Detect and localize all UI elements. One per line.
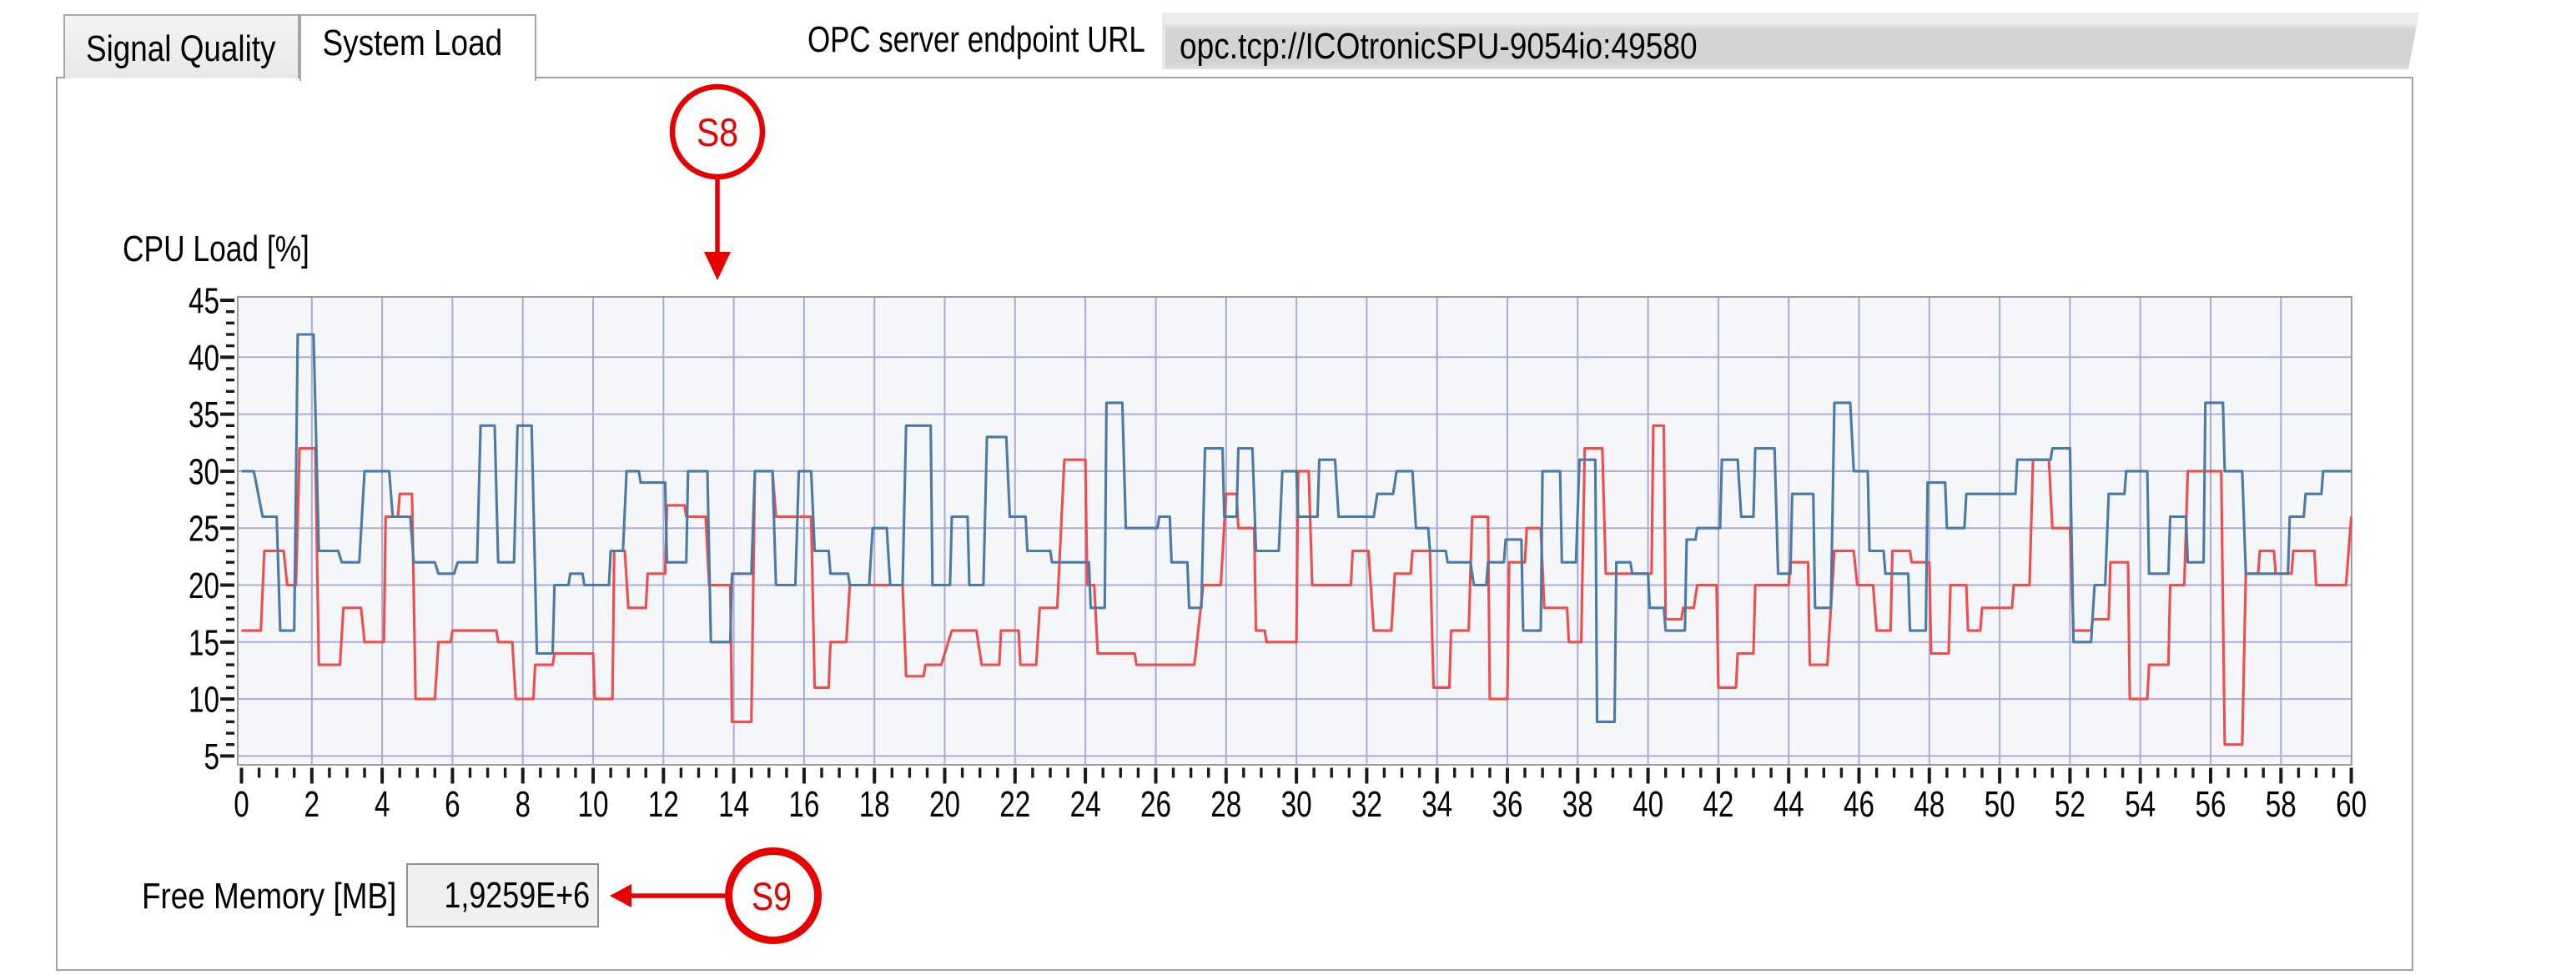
svg-text:30: 30 [189, 451, 219, 492]
svg-text:50: 50 [1985, 784, 2015, 825]
svg-text:44: 44 [1774, 784, 1804, 825]
svg-text:60: 60 [2336, 784, 2367, 825]
svg-text:12: 12 [648, 784, 679, 825]
svg-text:10: 10 [189, 680, 219, 721]
svg-text:52: 52 [2055, 784, 2085, 825]
svg-text:30: 30 [1281, 784, 1312, 825]
svg-text:15: 15 [189, 622, 219, 663]
svg-text:38: 38 [1562, 784, 1593, 825]
svg-text:58: 58 [2266, 784, 2297, 825]
svg-text:25: 25 [189, 509, 219, 550]
svg-text:42: 42 [1703, 784, 1733, 825]
svg-text:32: 32 [1351, 784, 1382, 825]
svg-text:5: 5 [204, 736, 220, 777]
svg-text:48: 48 [1914, 784, 1945, 825]
svg-text:35: 35 [189, 395, 219, 435]
svg-text:40: 40 [1633, 784, 1663, 825]
svg-text:8: 8 [515, 784, 531, 825]
svg-text:26: 26 [1140, 784, 1171, 825]
svg-text:S8: S8 [697, 110, 738, 154]
svg-text:0: 0 [234, 784, 249, 825]
svg-text:22: 22 [999, 784, 1030, 825]
svg-text:S9: S9 [752, 874, 792, 918]
svg-text:40: 40 [189, 338, 219, 379]
svg-text:6: 6 [445, 784, 460, 825]
svg-text:4: 4 [375, 784, 390, 825]
svg-text:46: 46 [1844, 784, 1874, 825]
svg-text:54: 54 [2125, 784, 2156, 825]
svg-text:14: 14 [718, 784, 749, 825]
svg-text:16: 16 [788, 784, 819, 825]
svg-text:28: 28 [1210, 784, 1241, 825]
svg-text:34: 34 [1421, 784, 1452, 825]
svg-text:10: 10 [578, 784, 609, 825]
svg-text:20: 20 [929, 784, 960, 825]
svg-text:45: 45 [189, 281, 219, 322]
svg-text:56: 56 [2196, 784, 2226, 825]
svg-text:24: 24 [1070, 784, 1101, 825]
svg-text:2: 2 [304, 784, 320, 825]
svg-text:20: 20 [189, 565, 219, 606]
svg-text:36: 36 [1492, 784, 1523, 825]
svg-text:18: 18 [859, 784, 890, 825]
